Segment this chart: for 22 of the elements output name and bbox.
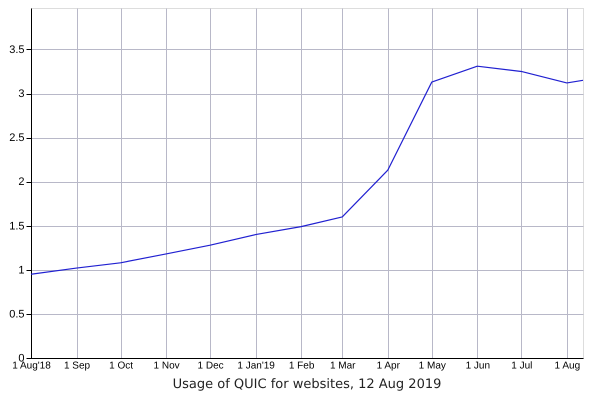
x-tick-label: 1 Jul	[511, 360, 532, 372]
y-tick-label: 1	[18, 264, 24, 276]
text: Usage of QUIC for websites, 12 Aug 2019	[172, 377, 442, 392]
x-tick-label: 1 Feb	[288, 360, 315, 372]
x-tick-label: 1 May	[418, 360, 446, 372]
y-tick-label: 3	[18, 88, 24, 100]
x-tick-label: 1 Aug	[554, 360, 580, 372]
x-tick-label: 1 Oct	[109, 360, 134, 372]
x-tick-label: 1 Sep	[64, 360, 91, 372]
x-tick-label: 1 Aug'18	[12, 360, 52, 372]
y-tick-label: 1.5	[9, 220, 24, 232]
y-tick-label: 2	[18, 176, 24, 188]
x-tick-label: 1 Jun	[466, 360, 490, 372]
y-tick-label: 0.5	[9, 308, 24, 320]
x-tick-label: 1 Nov	[154, 360, 180, 372]
x-tick-label: 1 Dec	[198, 360, 224, 372]
x-tick-label: 1 Apr	[376, 360, 401, 372]
y-tick-label: 2.5	[9, 132, 24, 144]
x-tick-label: 1 Mar	[330, 360, 356, 372]
y-tick-label: 3.5	[9, 44, 24, 56]
x-tick-label: 1 Jan'19	[237, 360, 276, 372]
line-series	[30, 66, 584, 275]
